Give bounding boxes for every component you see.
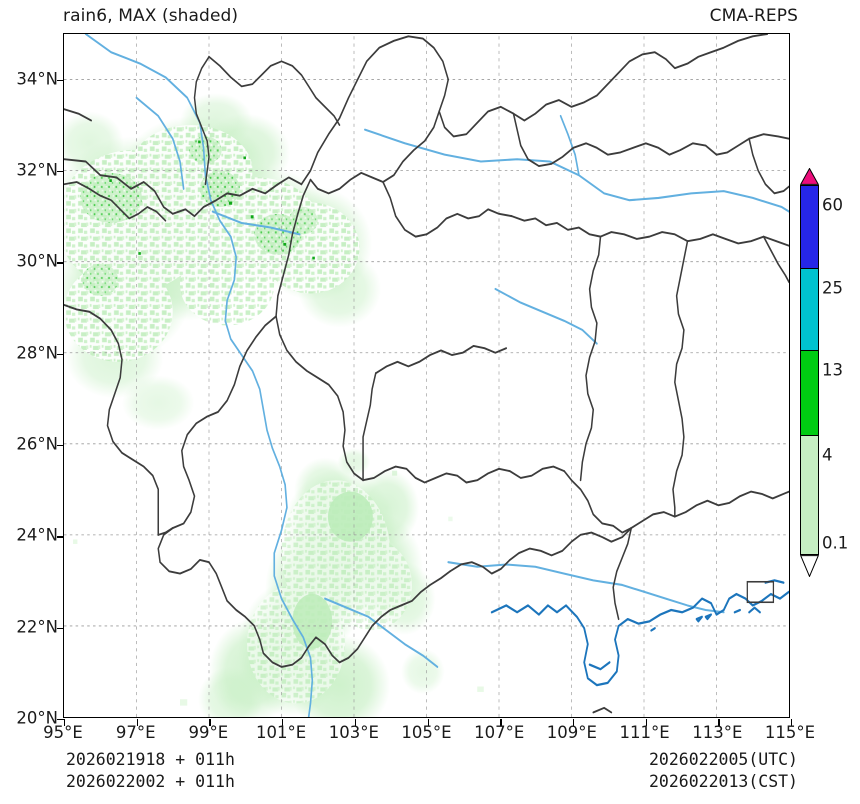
y-axis-label: 24°N bbox=[16, 525, 58, 545]
y-tick bbox=[57, 719, 64, 721]
colorbar-over-arrow bbox=[800, 168, 819, 185]
y-tick bbox=[57, 262, 64, 264]
x-tick bbox=[64, 719, 66, 726]
y-axis-label: 34°N bbox=[16, 69, 58, 89]
x-axis-label: 115°E bbox=[764, 723, 816, 742]
x-axis-label: 101°E bbox=[256, 723, 307, 742]
x-axis-label: 97°E bbox=[115, 723, 156, 742]
colorbar-tick-label: 13 bbox=[822, 360, 843, 380]
map-canvas bbox=[64, 34, 789, 717]
x-axis-label: 111°E bbox=[619, 723, 670, 742]
x-tick bbox=[645, 719, 647, 726]
y-tick bbox=[57, 536, 64, 538]
y-axis-label: 30°N bbox=[16, 251, 58, 271]
precip-northwest-cores bbox=[80, 136, 318, 296]
y-tick bbox=[57, 79, 64, 82]
colorbar-divider bbox=[800, 350, 819, 352]
x-tick bbox=[209, 719, 211, 726]
colorbar-band-13-25 bbox=[800, 268, 819, 350]
colorbar-band-4-13 bbox=[800, 350, 819, 435]
x-tick bbox=[427, 719, 429, 726]
x-tick bbox=[718, 719, 720, 726]
x-axis-label: 95°E bbox=[43, 723, 83, 742]
x-tick bbox=[136, 719, 139, 726]
y-tick bbox=[57, 353, 64, 356]
precip-southwest-core bbox=[292, 491, 373, 649]
x-tick bbox=[791, 719, 793, 726]
y-tick bbox=[57, 171, 64, 173]
colorbar-tick-label: 0.1 bbox=[822, 533, 849, 553]
init-time-line-1: 2026021918 + 011h bbox=[66, 750, 235, 769]
x-axis-label: 107°E bbox=[474, 723, 525, 742]
x-tick bbox=[572, 719, 575, 726]
y-axis-label: 32°N bbox=[16, 160, 58, 180]
colorbar-divider bbox=[800, 553, 819, 555]
init-time-line-2: 2026022002 + 011h bbox=[66, 772, 235, 791]
boundary-detail-northwest bbox=[64, 55, 341, 222]
x-tick bbox=[282, 719, 284, 726]
x-axis-label: 113°E bbox=[692, 723, 743, 742]
y-axis-label: 22°N bbox=[16, 617, 58, 637]
y-tick bbox=[57, 627, 64, 630]
colorbar-divider bbox=[800, 435, 819, 437]
model-label: CMA-REPS bbox=[709, 6, 798, 26]
y-axis-label: 26°N bbox=[16, 434, 58, 454]
x-axis-label: 99°E bbox=[188, 723, 229, 742]
colorbar-under-arrow bbox=[800, 555, 819, 577]
valid-time-cst: 2026022013(CST) bbox=[648, 772, 798, 791]
y-axis-label: 20°N bbox=[16, 708, 58, 728]
colorbar-divider bbox=[800, 268, 819, 270]
special-region-box bbox=[746, 580, 775, 604]
valid-time-utc: 2026022005(UTC) bbox=[648, 750, 798, 769]
x-axis-label: 105°E bbox=[401, 723, 452, 742]
precip-scattered bbox=[73, 470, 484, 706]
y-axis-label: 28°N bbox=[16, 343, 58, 363]
x-tick bbox=[500, 719, 502, 726]
x-axis-label: 109°E bbox=[546, 723, 597, 742]
precipitation-colorbar[interactable] bbox=[800, 168, 819, 577]
colorbar-tick-label: 4 bbox=[822, 445, 833, 465]
map-gridlines bbox=[64, 34, 789, 717]
colorbar-band-25-60 bbox=[800, 185, 819, 268]
colorbar-divider bbox=[800, 185, 819, 187]
x-axis-label: 103°E bbox=[328, 723, 379, 742]
colorbar-tick-label: 25 bbox=[822, 278, 843, 298]
river-network bbox=[84, 34, 789, 717]
y-tick bbox=[57, 445, 64, 447]
page-title: rain6, MAX (shaded) bbox=[63, 6, 239, 26]
map-plot-area[interactable] bbox=[57, 33, 793, 726]
x-tick bbox=[354, 719, 357, 726]
colorbar-band-01-4 bbox=[800, 435, 819, 555]
colorbar-tick-label: 60 bbox=[822, 195, 843, 215]
administrative-boundaries bbox=[64, 34, 789, 714]
